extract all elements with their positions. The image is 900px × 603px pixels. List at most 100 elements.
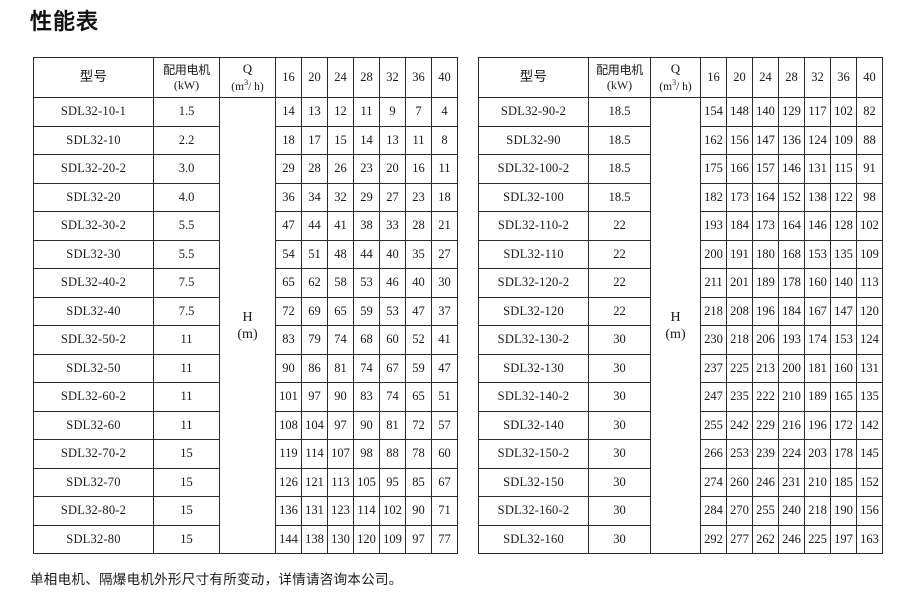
table-row: SDL32-130-2 30 230 218 206 193 174 153 124: [478, 325, 883, 355]
cell-head-value: 117: [804, 97, 831, 127]
cell-head-value: 71: [431, 496, 458, 526]
cell-motor-power: 15: [153, 524, 220, 554]
table-row: SDL32-130 30 237 225 213 200 181 160 131: [478, 353, 883, 383]
cell-head-value: 247: [700, 382, 727, 412]
cell-model: SDL32-10-1: [33, 97, 154, 127]
cell-head-value: 77: [431, 524, 458, 554]
cell-head-value: 200: [700, 239, 727, 269]
header-flow-20: 20: [301, 57, 328, 98]
cell-head-value: 240: [778, 496, 805, 526]
cell-model: SDL32-150-2: [478, 439, 589, 469]
cell-head-value: 246: [752, 467, 779, 497]
cell-head-value: 203: [804, 439, 831, 469]
cell-head-value: 115: [830, 154, 857, 184]
cell-model: SDL32-30-2: [33, 211, 154, 241]
cell-head-value: 164: [752, 182, 779, 212]
cell-head-value: 81: [327, 353, 354, 383]
cell-head-value: 28: [405, 211, 432, 241]
cell-head-value: 105: [353, 467, 380, 497]
cell-head-value: 37: [431, 296, 458, 326]
cell-head-value: 40: [405, 268, 432, 298]
cell-motor-power: 30: [588, 524, 651, 554]
cell-head-value: 59: [405, 353, 432, 383]
cell-motor-power: 30: [588, 496, 651, 526]
cell-head-value: 79: [301, 325, 328, 355]
head-symbol: H: [670, 309, 681, 325]
table-row: SDL32-160-2 30 284 270 255 240 218 190 156: [478, 496, 883, 526]
cell-head-value: 131: [804, 154, 831, 184]
cell-head-value: 67: [379, 353, 406, 383]
cell-motor-power: 18.5: [588, 125, 651, 155]
cell-head-value: 231: [778, 467, 805, 497]
cell-head-value: 33: [379, 211, 406, 241]
header-flow-symbol: Q: [670, 60, 681, 76]
header-flow-32: 32: [379, 57, 406, 98]
flow-unit-prefix: (m: [659, 80, 673, 93]
cell-head-value: 210: [804, 467, 831, 497]
performance-table-left: 型号 配用电机 (kW) Q (m3/ h) 16 20 24 28 32 36 40 SD…: [33, 57, 458, 554]
cell-motor-power: 30: [588, 439, 651, 469]
cell-head-value: 72: [275, 296, 302, 326]
cell-head-value: 54: [275, 239, 302, 269]
cell-head-value: 136: [778, 125, 805, 155]
cell-head-value: 153: [804, 239, 831, 269]
cell-head-value: 90: [275, 353, 302, 383]
cell-head-value: 246: [778, 524, 805, 554]
cell-head-value: 41: [327, 211, 354, 241]
cell-head-value: 189: [752, 268, 779, 298]
cell-head-value: 52: [405, 325, 432, 355]
cell-head-value: 237: [700, 353, 727, 383]
cell-head-value: 74: [327, 325, 354, 355]
cell-head-value: 60: [431, 439, 458, 469]
cell-head-value: 104: [301, 410, 328, 440]
cell-head-value: 147: [830, 296, 857, 326]
cell-head-value: 162: [700, 125, 727, 155]
table-row: SDL32-160 30 292 277 262 246 225 197 163: [478, 524, 883, 554]
cell-head-value: 196: [752, 296, 779, 326]
cell-model: SDL32-130-2: [478, 325, 589, 355]
header-flow-40: 40: [431, 57, 458, 98]
cell-head-value: 102: [379, 496, 406, 526]
cell-head-value: 196: [804, 410, 831, 440]
cell-head-value: 4: [431, 97, 458, 127]
cell-model: SDL32-20: [33, 182, 154, 212]
cell-head-value: 153: [830, 325, 857, 355]
cell-head-value: 173: [726, 182, 753, 212]
table-row: SDL32-90 18.5 162 156 147 136 124 109 88: [478, 125, 883, 155]
cell-head-value: 119: [275, 439, 302, 469]
cell-model: SDL32-100: [478, 182, 589, 212]
cell-head-value: 46: [379, 268, 406, 298]
cell-head-value: 47: [431, 353, 458, 383]
cell-head-value: 29: [353, 182, 380, 212]
table-row: SDL32-20 4.0 36 34 32 29 27 23 18: [33, 182, 458, 212]
header-flow-unit: (m3/ h): [220, 76, 275, 94]
cell-model: SDL32-80: [33, 524, 154, 554]
cell-head-value: 124: [804, 125, 831, 155]
cell-head-value: 108: [275, 410, 302, 440]
cell-head-value: 41: [431, 325, 458, 355]
cell-motor-power: 22: [588, 296, 651, 326]
cell-head-value: 18: [275, 125, 302, 155]
cell-head-value: 239: [752, 439, 779, 469]
cell-head-value: 168: [778, 239, 805, 269]
table-row: SDL32-90-2 18.5 H (m) 154 148 140 129 117 102 82: [478, 97, 883, 554]
cell-head-value: 224: [778, 439, 805, 469]
cell-head-value: 38: [353, 211, 380, 241]
cell-motor-power: 30: [588, 410, 651, 440]
cell-head-value: 23: [405, 182, 432, 212]
cell-head-value: 15: [327, 125, 354, 155]
header-flow-36: 36: [405, 57, 432, 98]
cell-head-value: 140: [830, 268, 857, 298]
cell-head-value: 95: [379, 467, 406, 497]
cell-head-value: 32: [327, 182, 354, 212]
cell-head-value: 126: [275, 467, 302, 497]
cell-head-value: 284: [700, 496, 727, 526]
cell-head-value: 88: [379, 439, 406, 469]
cell-head-value: 242: [726, 410, 753, 440]
cell-motor-power: 18.5: [588, 154, 651, 184]
header-flow-40: 40: [856, 57, 883, 98]
cell-head-value: 47: [405, 296, 432, 326]
cell-head-value: 44: [301, 211, 328, 241]
cell-head-value: 97: [301, 382, 328, 412]
cell-head-value: 178: [830, 439, 857, 469]
